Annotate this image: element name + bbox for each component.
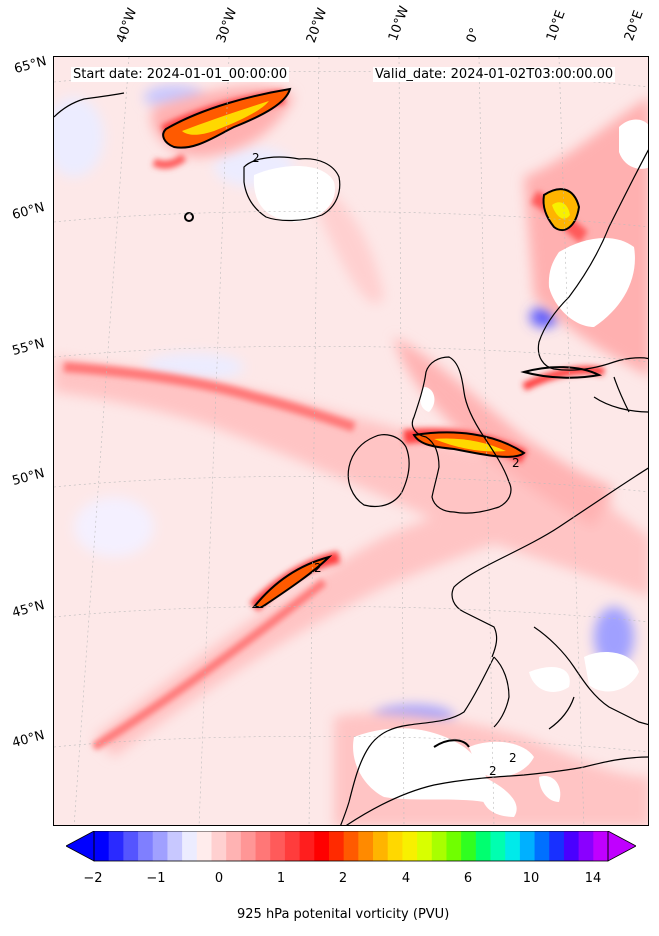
coastlines — [54, 92, 648, 825]
colorbar — [66, 831, 636, 862]
colorbar-cell — [182, 831, 198, 861]
colorbar-cell — [123, 831, 139, 861]
lon-label-10e: 10°E — [543, 8, 569, 44]
masked-terrain — [253, 119, 648, 817]
colorbar-cell — [108, 831, 124, 861]
colorbar-cell — [240, 831, 257, 861]
colorbar-cell — [314, 831, 330, 861]
map-panel: 2 2 2 2 2 Start date: 2024-01-01_00:00:0… — [53, 56, 649, 826]
colorbar-cell — [152, 831, 169, 861]
colorbar-cell — [196, 831, 213, 861]
colorbar-cell — [475, 831, 492, 861]
lat-label-50n: 50°N — [10, 466, 47, 489]
lon-label-40w: 40°W — [113, 6, 141, 45]
colorbar-cell — [402, 831, 418, 861]
lon-label-20e: 20°E — [621, 8, 647, 44]
colorbar-frame — [93, 831, 609, 862]
colorbar-extend-min — [66, 831, 95, 862]
contour-label: 2 — [509, 751, 517, 765]
contour-label: 2 — [512, 456, 520, 470]
colorbar-cell — [593, 831, 609, 861]
colorbar-cell — [284, 831, 301, 861]
colorbar-cell — [226, 831, 242, 861]
colorbar-cell — [299, 831, 315, 861]
start-date-label: Start date: 2024-01-01_00:00:00 — [71, 67, 290, 82]
colorbar-cell — [167, 831, 183, 861]
colorbar-cell — [519, 831, 536, 861]
lat-label-65n: 65°N — [12, 54, 49, 77]
colorbar-cell — [211, 831, 227, 861]
valid-date-label: Valid_date: 2024-01-02T03:00:00.00 — [373, 67, 616, 82]
lon-label-10w: 10°W — [385, 4, 413, 43]
colorbar-cell — [138, 831, 154, 861]
contour-label: 2 — [489, 764, 497, 778]
lat-label-55n: 55°N — [10, 336, 47, 359]
lat-label-45n: 45°N — [10, 598, 47, 621]
colorbar-cell — [490, 831, 506, 861]
lat-label-60n: 60°N — [10, 200, 47, 223]
colorbar-tick-label: 10 — [522, 871, 540, 886]
colorbar-cell — [563, 831, 580, 861]
contour-label: 2 — [314, 561, 322, 575]
lon-label-0: 0° — [463, 25, 484, 45]
colorbar-cell — [255, 831, 271, 861]
colorbar-cell — [549, 831, 565, 861]
colorbar-tick-label: −2 — [83, 871, 103, 886]
colorbar-cell — [417, 831, 433, 861]
colorbar-cell — [358, 831, 374, 861]
colorbar-cell — [505, 831, 521, 861]
colorbar-cells — [94, 831, 609, 861]
colorbar-cell — [373, 831, 389, 861]
colorbar-tick-label: 4 — [401, 871, 411, 886]
colorbar-cell — [94, 831, 110, 861]
pv-map: 2 2 2 2 2 — [54, 57, 648, 825]
colorbar-cell — [328, 831, 345, 861]
colorbar-cell — [461, 831, 477, 861]
pv-contours — [162, 87, 603, 748]
colorbar-cell — [446, 831, 462, 861]
colorbar-extend-max — [607, 831, 636, 862]
lat-label-40n: 40°N — [10, 728, 47, 751]
colorbar-tick-label: 6 — [463, 871, 473, 886]
lon-label-20w: 20°W — [303, 6, 331, 45]
colorbar-tick-label: 14 — [584, 871, 602, 886]
colorbar-cell — [431, 831, 448, 861]
lon-label-30w: 30°W — [213, 6, 241, 45]
contour-label: 2 — [252, 151, 260, 165]
colorbar-tick-label: −1 — [146, 871, 166, 886]
colorbar-cell — [534, 831, 550, 861]
colorbar-tick-label: 1 — [276, 871, 286, 886]
colorbar-cell — [343, 831, 359, 861]
colorbar-tick-label: 0 — [214, 871, 224, 886]
colorbar-title: 925 hPa potenital vorticity (PVU) — [237, 907, 450, 922]
colorbar-cell — [270, 831, 286, 861]
colorbar-cell — [578, 831, 594, 861]
colorbar-cell — [387, 831, 403, 861]
colorbar-tick-label: 2 — [338, 871, 348, 886]
